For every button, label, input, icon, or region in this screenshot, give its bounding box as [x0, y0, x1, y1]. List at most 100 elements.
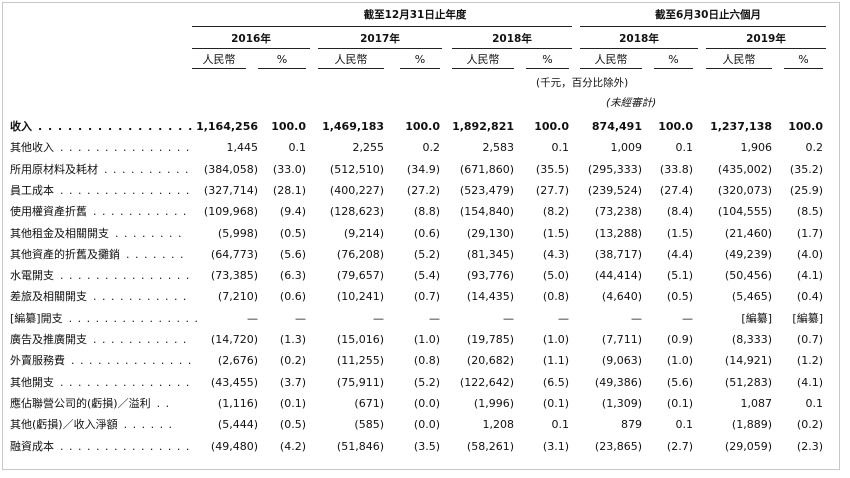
table-cell: 1,469,183: [322, 120, 384, 133]
row-leader-dots: . . . . . . . . . . .: [93, 290, 188, 303]
table-cell: —: [247, 312, 258, 325]
table-cell: (5.6): [279, 248, 306, 261]
table-cell: (8.2): [542, 205, 569, 218]
half-group-rule: [580, 26, 826, 27]
table-cell: (29,059): [724, 440, 772, 453]
row-label: [編纂]開支 . . . . . . . . . . . . . . .: [10, 312, 199, 325]
table-cell: (5.1): [666, 269, 693, 282]
table-cell: (0.5): [666, 290, 693, 303]
table-cell: (0.5): [279, 227, 306, 240]
table-cell: —: [682, 312, 693, 325]
table-cell: (5.2): [413, 248, 440, 261]
table-cell: (4.1): [796, 376, 823, 389]
table-cell: —: [429, 312, 440, 325]
row-label: 其他資產的折舊及攤銷 . . . . . . .: [10, 248, 184, 261]
row-label: 水電開支 . . . . . . . . . . . . . . .: [10, 269, 190, 282]
table-cell: (2.7): [666, 440, 693, 453]
table-cell: (34.9): [406, 163, 440, 176]
table-cell: —: [295, 312, 306, 325]
subheader-rule: [526, 68, 569, 69]
row-label: 應佔聯營公司的(虧損)／溢利 . .: [10, 397, 170, 410]
table-cell: 0.1: [805, 397, 824, 410]
table-cell: (1.0): [666, 354, 693, 367]
row-leader-dots: . . . . . . . . . . . . . . .: [60, 269, 191, 282]
table-cell: (81,345): [466, 248, 514, 261]
table-cell: (1,309): [601, 397, 642, 410]
table-cell: (0.1): [666, 397, 693, 410]
row-label-text: 收入: [10, 120, 32, 133]
table-cell: (25.9): [789, 184, 823, 197]
table-cell: (435,002): [717, 163, 772, 176]
row-label-text: 使用權資產折舊: [10, 205, 87, 218]
row-label: 差旅及相關開支 . . . . . . . . . . .: [10, 290, 187, 303]
row-label: 其他收入 . . . . . . . . . . . . . . .: [10, 141, 190, 154]
table-cell: (28.1): [272, 184, 306, 197]
table-cell: (1,889): [731, 418, 772, 431]
table-cell: (49,386): [594, 376, 642, 389]
table-cell: (1.1): [542, 354, 569, 367]
table-cell: 100.0: [271, 120, 306, 133]
table-cell: (51,846): [336, 440, 384, 453]
table-cell: (13,288): [594, 227, 642, 240]
table-cell: [編纂]: [792, 312, 823, 325]
row-leader-dots: . . . . . . . . . . .: [93, 333, 188, 346]
table-cell: 0.1: [675, 141, 694, 154]
row-label-text: 員工成本: [10, 184, 54, 197]
table-cell: (8.4): [666, 205, 693, 218]
table-cell: (109,968): [203, 205, 258, 218]
table-cell: 0.1: [551, 141, 570, 154]
table-cell: (384,058): [203, 163, 258, 176]
table-cell: (0.1): [542, 397, 569, 410]
table-cell: (64,773): [210, 248, 258, 261]
table-cell: (3.5): [413, 440, 440, 453]
table-cell: (4,640): [601, 290, 642, 303]
table-cell: (0.8): [542, 290, 569, 303]
year-group-rule: [192, 26, 572, 27]
table-cell: (0.7): [796, 333, 823, 346]
table-cell: (295,333): [587, 163, 642, 176]
table-cell: (27.4): [659, 184, 693, 197]
table-cell: (50,456): [724, 269, 772, 282]
row-label-text: 其他資產的折舊及攤銷: [10, 248, 120, 261]
table-cell: (9.4): [279, 205, 306, 218]
year-group-header: 截至12月31日止年度: [363, 9, 467, 21]
row-leader-dots: . . . . . . . . . . .: [93, 205, 188, 218]
table-cell: (2.3): [796, 440, 823, 453]
table-cell: 2,583: [482, 141, 515, 154]
row-label-text: 外賣服務費: [10, 354, 65, 367]
table-cell: (8,333): [731, 333, 772, 346]
table-cell: [編纂]: [741, 312, 772, 325]
table-cell: (0.6): [279, 290, 306, 303]
table-cell: (14,435): [466, 290, 514, 303]
rmb-subheader: 人民幣: [202, 53, 236, 66]
table-cell: —: [503, 312, 514, 325]
year-2017: 2017年: [360, 33, 400, 45]
table-cell: (14,720): [210, 333, 258, 346]
table-cell: 1,164,256: [196, 120, 258, 133]
table-cell: —: [558, 312, 569, 325]
subheader-rule: [706, 68, 772, 69]
table-cell: (5,465): [731, 290, 772, 303]
row-leader-dots: . . . . . . . . . . . . . . .: [60, 141, 191, 154]
rule-h2019: [706, 48, 826, 49]
table-cell: (0.7): [413, 290, 440, 303]
rmb-subheader: 人民幣: [722, 53, 756, 66]
document-frame: [2, 2, 840, 470]
table-cell: (5.4): [413, 269, 440, 282]
table-cell: (5.6): [666, 376, 693, 389]
table-cell: (19,785): [466, 333, 514, 346]
row-leader-dots: . . . . . . . . . . . . . . .: [60, 440, 191, 453]
half-year-group-header: 截至6月30日止六個月: [655, 9, 761, 21]
table-cell: 1,237,138: [710, 120, 772, 133]
table-cell: 0.1: [288, 141, 307, 154]
half-2018: 2018年: [619, 33, 659, 45]
table-cell: 1,009: [610, 141, 643, 154]
table-cell: (0.9): [666, 333, 693, 346]
table-cell: (6.3): [279, 269, 306, 282]
row-leader-dots: . . . . . . .: [126, 248, 185, 261]
table-cell: (29,130): [466, 227, 514, 240]
pct-subheader: %: [414, 53, 426, 66]
row-label: 所用原材料及耗材 . . . . . . . . . .: [10, 163, 189, 176]
table-cell: 2,255: [352, 141, 385, 154]
pct-subheader: %: [276, 53, 288, 66]
